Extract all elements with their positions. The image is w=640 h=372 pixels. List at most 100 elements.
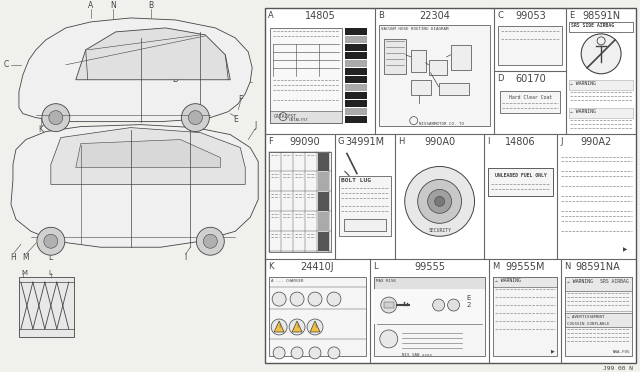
Bar [565,277,632,291]
Text: G: G [338,137,344,145]
Bar [345,28,367,35]
Text: I: I [184,253,186,262]
Bar [565,313,632,327]
Circle shape [428,189,452,213]
Bar [269,151,331,252]
Circle shape [327,292,341,306]
Bar [270,110,342,123]
Text: 99053: 99053 [515,11,546,21]
Text: ⚠ AVERTISSEMENT: ⚠ AVERTISSEMENT [567,315,605,319]
Circle shape [188,110,202,125]
Text: J99 00 N: J99 00 N [603,366,633,371]
Bar [569,108,633,118]
Polygon shape [292,321,302,332]
Bar [19,277,74,337]
Bar [318,173,329,192]
Text: 98591NA: 98591NA [576,262,621,272]
Text: G: G [193,123,198,132]
Text: M: M [21,270,27,276]
Circle shape [196,227,224,255]
Text: A: A [88,1,93,10]
Bar [438,83,468,95]
Text: NISSANMOTOR CO. TO: NISSANMOTOR CO. TO [419,122,464,126]
Bar [488,169,553,196]
Bar [493,277,557,356]
Circle shape [37,227,65,255]
Text: M: M [22,253,29,262]
Bar [499,26,563,65]
Bar [318,212,329,231]
Text: L: L [49,253,53,262]
Text: ▶: ▶ [623,247,627,252]
Circle shape [44,234,58,248]
Bar [429,60,447,75]
Text: SRS AIRBAG: SRS AIRBAG [600,279,629,284]
Bar [345,76,367,83]
Text: ▶: ▶ [550,348,554,353]
Bar [345,108,367,115]
Text: D: D [497,74,504,83]
Text: B: B [378,11,384,20]
Circle shape [290,292,304,306]
Text: C: C [497,11,503,20]
Bar [345,100,367,107]
Circle shape [309,347,321,359]
Text: 60170: 60170 [515,74,546,84]
Text: 34991M: 34991M [346,137,385,147]
Bar [344,219,386,231]
Bar [384,39,406,74]
Text: +: + [276,296,282,302]
Bar [500,91,560,113]
Circle shape [271,319,287,335]
Text: 98591N: 98591N [582,11,620,21]
Text: D: D [173,75,179,84]
Bar [379,25,490,126]
Bar [345,84,367,91]
Bar [345,92,367,99]
Text: UNLEADED FUEL ONLY: UNLEADED FUEL ONLY [495,173,547,179]
Text: Hard Clear Coat: Hard Clear Coat [509,95,552,100]
Circle shape [381,297,397,313]
Text: M: M [492,262,500,271]
Circle shape [291,347,303,359]
Text: 14805: 14805 [305,11,335,21]
Text: A --- CHARGER: A --- CHARGER [271,279,303,283]
Text: 22304: 22304 [419,11,450,21]
Text: H: H [10,253,16,262]
Bar [270,28,342,123]
Text: SRS SIDE AIRBAG: SRS SIDE AIRBAG [572,23,614,28]
Bar [269,277,366,356]
Text: N: N [564,262,571,271]
Circle shape [418,179,461,223]
Circle shape [272,292,286,306]
Circle shape [42,104,70,132]
Bar [569,80,633,90]
Bar [345,44,367,51]
Text: B: B [148,1,153,10]
Circle shape [204,234,218,248]
Circle shape [181,104,209,132]
Text: I: I [488,137,490,145]
Text: E: E [569,11,575,20]
Circle shape [597,37,605,45]
Circle shape [308,292,322,306]
Circle shape [447,299,460,311]
Circle shape [328,347,340,359]
Text: ⚠ WARNING: ⚠ WARNING [567,279,593,284]
Polygon shape [11,125,258,247]
Bar [345,116,367,123]
Circle shape [581,34,621,74]
Circle shape [433,299,445,311]
Bar [493,277,557,287]
Polygon shape [76,28,230,80]
Polygon shape [19,18,252,122]
Bar [339,176,391,236]
Text: J: J [254,121,257,130]
Text: COUSSIN GONFLABLE: COUSSIN GONFLABLE [567,322,610,326]
Bar [374,277,486,289]
Polygon shape [76,140,220,167]
Polygon shape [310,321,320,332]
Text: ⚠ WARNING: ⚠ WARNING [570,109,596,114]
Text: MAX RISK: MAX RISK [376,279,396,283]
Circle shape [380,330,397,348]
